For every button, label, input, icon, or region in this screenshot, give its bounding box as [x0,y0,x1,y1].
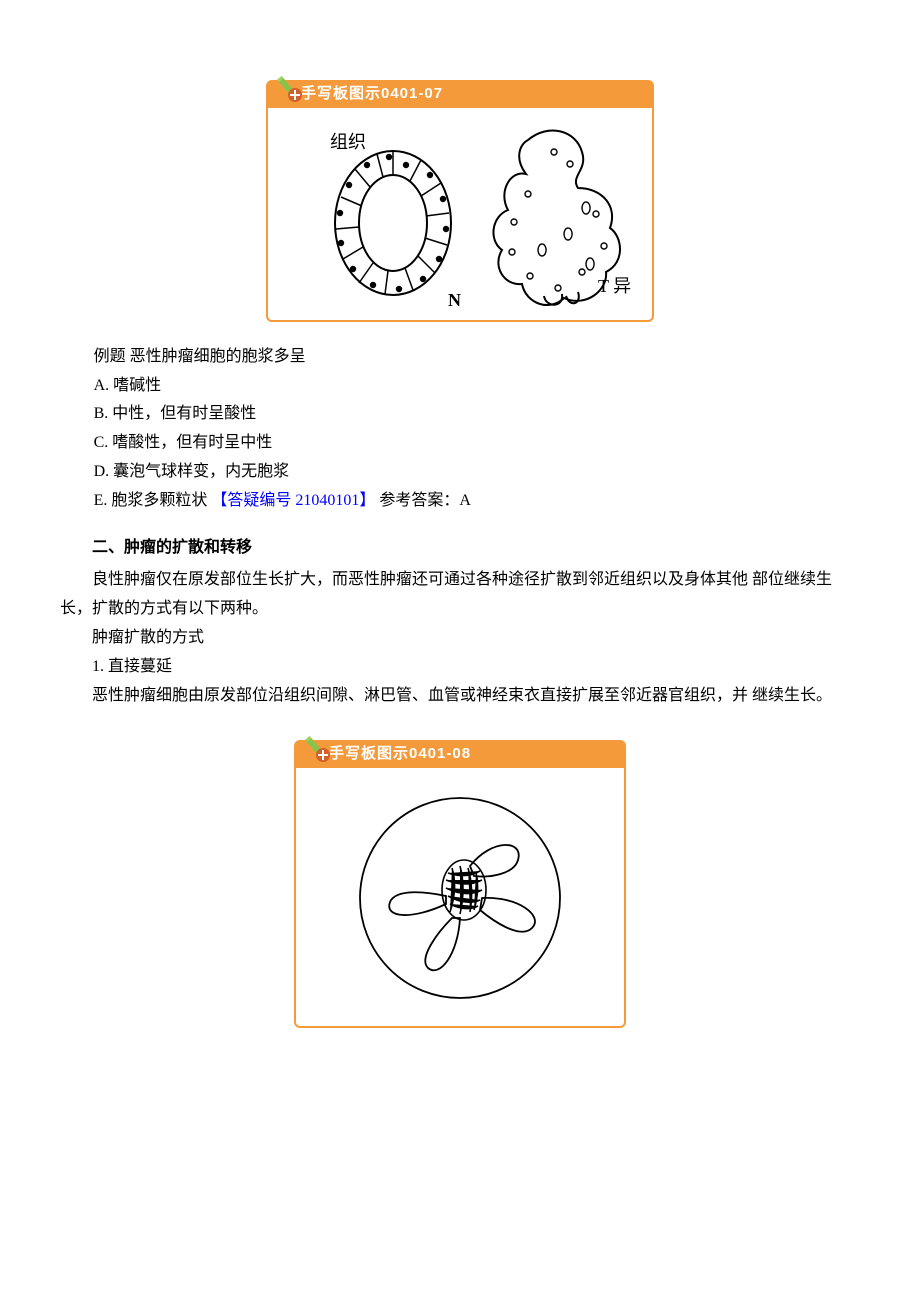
figure1-drawing: 组织 [268,108,652,320]
answer-text: 参考答案：A [379,492,471,509]
figure-0401-07: 手写板图示0401-07 组织 [60,80,860,331]
section2-p3: 1. 直接蔓延 [60,653,860,682]
figure2-body [294,766,626,1028]
question-stem: 例题 恶性肿瘤细胞的胞浆多呈 [94,343,860,372]
figure1-body: 组织 [266,106,654,322]
figure2-title: 手写板图示0401-08 [329,740,471,767]
figure-0401-08: 手写板图示0401-08 [60,740,860,1037]
svg-text:组织: 组织 [330,132,366,152]
option-A: A. 嗜碱性 [94,372,860,401]
answer-id-link[interactable]: 【答疑编号 21040101】 [211,492,375,509]
section2-p4: 恶性肿瘤细胞由原发部位沿组织间隙、淋巴管、血管或神经束衣直接扩展至邻近器官组织，… [60,682,860,711]
option-E-line: E. 胞浆多颗粒状 【答疑编号 21040101】 参考答案：A [94,487,860,516]
badge-icon [315,747,331,763]
badge-icon [287,87,303,103]
svg-text:T 异: T 异 [598,276,631,296]
section2-p1: 良性肿瘤仅在原发部位生长扩大，而恶性肿瘤还可通过各种途径扩散到邻近组织以及身体其… [60,566,860,624]
option-E: E. 胞浆多颗粒状 [94,492,208,509]
section2-p2: 肿瘤扩散的方式 [60,624,860,653]
section-heading: 二、肿瘤的扩散和转移 [60,534,860,563]
svg-text:N: N [448,290,461,310]
option-C: C. 嗜酸性，但有时呈中性 [94,429,860,458]
figure1-header: 手写板图示0401-07 [266,80,654,106]
option-B: B. 中性，但有时呈酸性 [94,400,860,429]
example-question: 例题 恶性肿瘤细胞的胞浆多呈 A. 嗜碱性 B. 中性，但有时呈酸性 C. 嗜酸… [60,343,860,516]
figure2-header: 手写板图示0401-08 [294,740,626,766]
figure2-drawing [296,768,624,1026]
option-D: D. 囊泡气球样变，内无胞浆 [94,458,860,487]
figure1-title: 手写板图示0401-07 [301,80,443,107]
